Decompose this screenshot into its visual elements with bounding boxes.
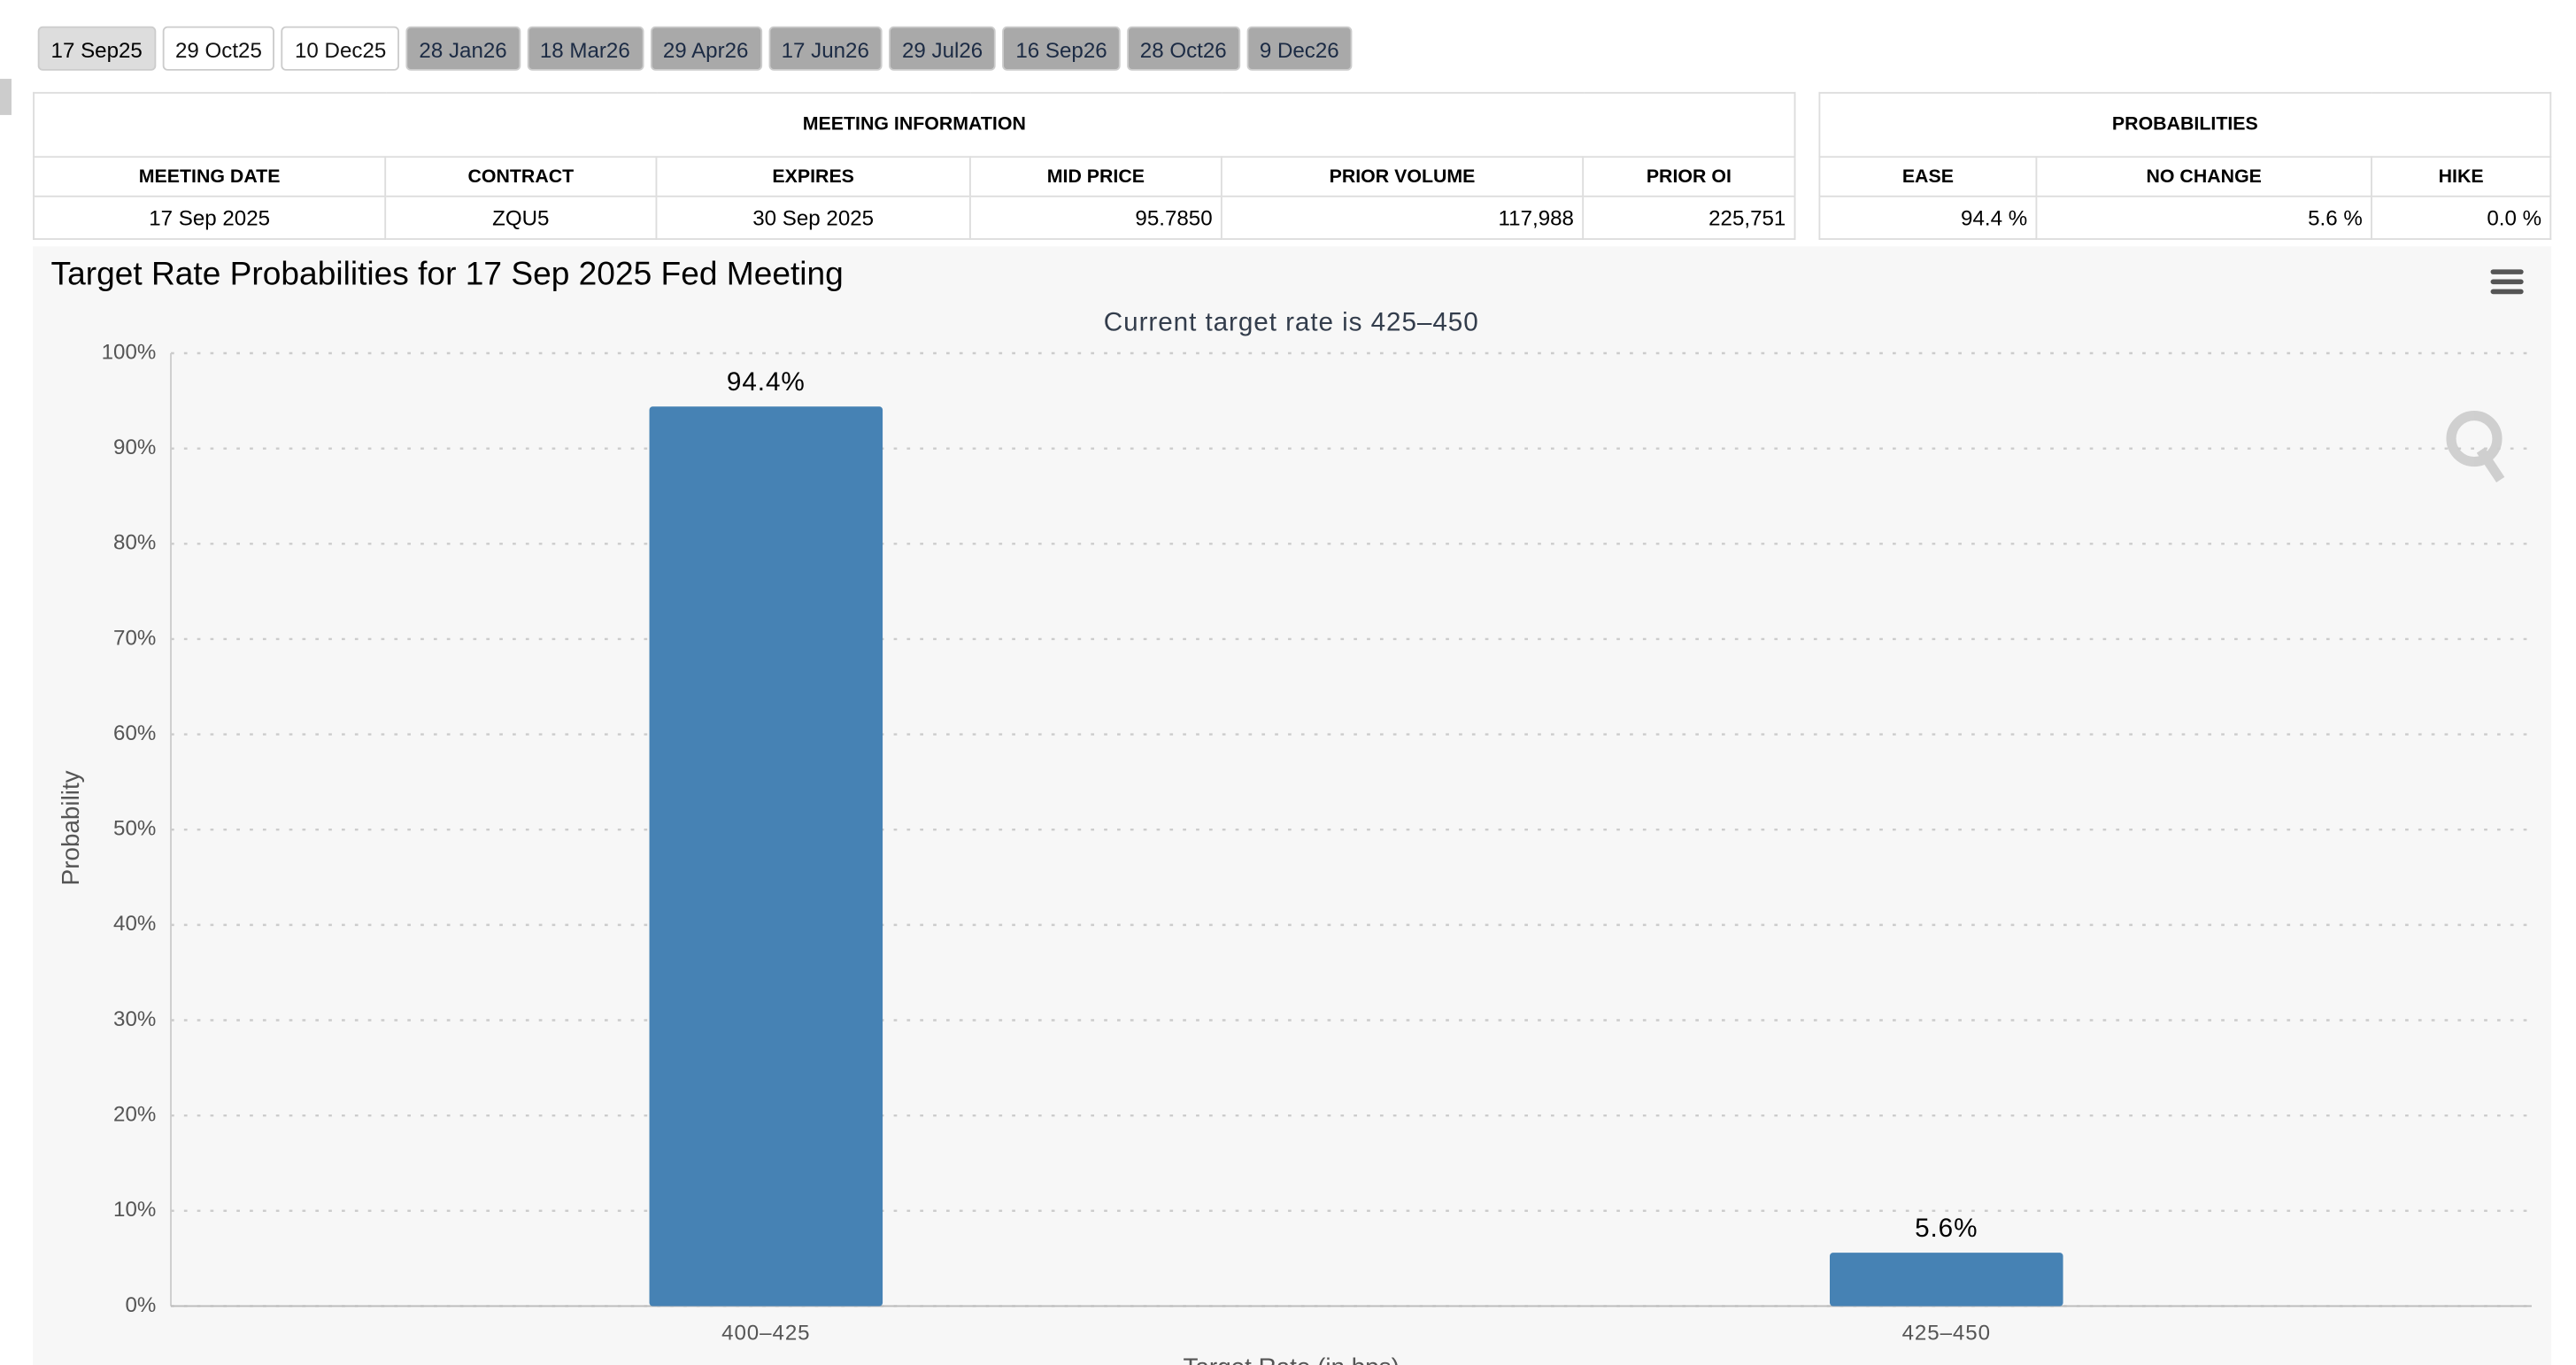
chart-subtitle: Current target rate is 425–450 [1104, 307, 1479, 336]
y-tick-label: 10% [113, 1198, 156, 1222]
cell: 30 Sep 2025 [655, 195, 971, 240]
y-tick-label: 60% [113, 721, 156, 745]
column-header: EXPIRES [655, 156, 971, 197]
y-axis-title: Probability [57, 770, 84, 885]
column-header: HIKE [2371, 156, 2552, 197]
y-tick-label: 50% [113, 817, 156, 841]
tab[interactable]: 17 Jun26 [767, 26, 883, 71]
column-header: NO CHANGE [2035, 156, 2372, 197]
side-handle[interactable] [0, 79, 12, 115]
y-tick-label: 90% [113, 436, 156, 459]
y-tick-label: 70% [113, 626, 156, 650]
table-title: PROBABILITIES [1818, 91, 2552, 158]
chart-title: Target Rate Probabilities for 17 Sep 202… [51, 255, 844, 292]
cell: 225,751 [1582, 195, 1796, 240]
column-header: MID PRICE [968, 156, 1222, 197]
bar [649, 406, 883, 1307]
column-header: PRIOR VOLUME [1220, 156, 1585, 197]
cell: 17 Sep 2025 [33, 195, 387, 240]
column-header: MEETING DATE [33, 156, 387, 197]
tab[interactable]: 16 Sep26 [1002, 26, 1121, 71]
tab[interactable]: 29 Apr26 [650, 26, 762, 71]
tab[interactable]: 17 Sep25 [37, 26, 156, 71]
tab[interactable]: 28 Oct26 [1126, 26, 1240, 71]
tab[interactable]: 29 Jul26 [889, 26, 997, 71]
chart-container: Target Rate Probabilities for 17 Sep 202… [33, 246, 2552, 1365]
chart: Target Rate Probabilities for 17 Sep 202… [51, 255, 2532, 1365]
data-label: 94.4% [727, 367, 806, 397]
cell: 95.7850 [968, 195, 1222, 240]
watermark [2446, 410, 2505, 483]
y-tick-label: 30% [113, 1007, 156, 1031]
bar [1830, 1253, 2063, 1307]
y-tick-label: 0% [125, 1293, 156, 1317]
meeting-table: MEETING INFORMATION MEETING DATE CONTRAC… [33, 91, 1796, 240]
column-header: EASE [1818, 156, 2038, 197]
y-tick-label: 80% [113, 531, 156, 555]
cell: 5.6 % [2035, 195, 2372, 240]
tab[interactable]: 28 Jan26 [405, 26, 521, 71]
y-tick-label: 20% [113, 1103, 156, 1127]
column-header: CONTRACT [384, 156, 658, 197]
column-header: PRIOR OI [1582, 156, 1796, 197]
y-tick-label: 100% [102, 340, 157, 364]
x-tick-label: 400–425 [721, 1321, 810, 1345]
meeting-tabs: 17 Sep25 29 Oct25 10 Dec25 28 Jan26 18 M… [37, 26, 1353, 71]
tab[interactable]: 18 Mar26 [526, 26, 644, 71]
menu-button[interactable] [2490, 269, 2524, 295]
cell: 0.0 % [2371, 195, 2552, 240]
tab[interactable]: 10 Dec25 [282, 26, 400, 71]
probabilities-table: PROBABILITIES EASE NO CHANGE HIKE 94.4 %… [1818, 91, 2552, 240]
data-label: 5.6% [1915, 1214, 1978, 1243]
x-tick-label: 425–450 [1902, 1321, 1991, 1345]
x-axis-title: Target Rate (in bps) [1184, 1353, 1400, 1365]
tab[interactable]: 29 Oct25 [162, 26, 275, 71]
tab[interactable]: 9 Dec26 [1246, 26, 1353, 71]
y-tick-label: 40% [113, 912, 156, 936]
cell: 94.4 % [1818, 195, 2038, 240]
table-title: MEETING INFORMATION [33, 91, 1796, 158]
cell: 117,988 [1220, 195, 1585, 240]
cell: ZQU5 [384, 195, 658, 240]
